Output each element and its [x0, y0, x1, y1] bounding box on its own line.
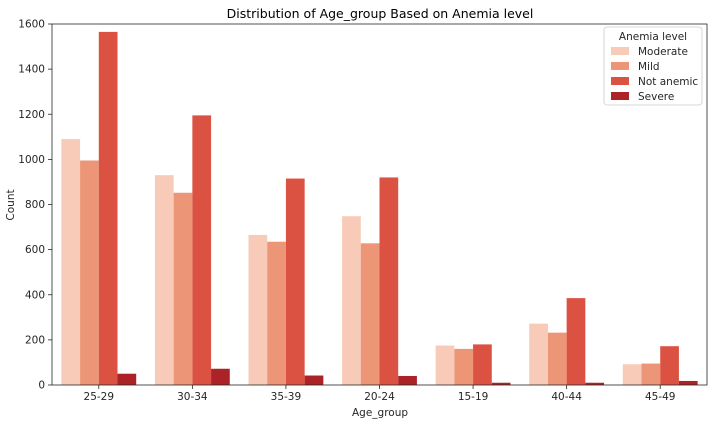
x-tick-label: 45-49 [645, 391, 676, 403]
bar [267, 241, 286, 385]
y-tick-label: 800 [25, 199, 45, 211]
x-tick-label: 25-29 [84, 391, 115, 403]
x-tick-label: 15-19 [458, 391, 489, 403]
bar [379, 177, 399, 385]
legend-swatch [611, 62, 629, 70]
legend-entry: Not anemic [638, 76, 698, 88]
bar [98, 31, 118, 386]
bar [192, 115, 212, 385]
legend-box [603, 26, 703, 106]
legend-entry: Mild [638, 61, 660, 73]
legend: Anemia level Moderate Mild Not anemic Sever… [603, 26, 703, 106]
y-tick-label: 0 [38, 380, 45, 392]
y-axis-label: Count [5, 189, 17, 220]
x-tick-label: 30-34 [177, 391, 208, 403]
x-axis-ticks: 25-29 30-34 35-39 20-24 15-19 40-44 45-49 [84, 385, 676, 403]
bar [80, 160, 99, 385]
bar [360, 243, 380, 385]
chart-title: Distribution of Age_group Based on Anemi… [227, 6, 534, 21]
bar [117, 373, 137, 385]
bar [285, 178, 305, 385]
y-tick-label: 400 [25, 289, 45, 301]
bars-group [61, 31, 698, 386]
bar [398, 375, 417, 385]
bar [547, 332, 567, 385]
y-tick-label: 1600 [18, 19, 45, 31]
bar [454, 348, 474, 385]
y-tick-label: 1400 [18, 64, 45, 76]
bar [173, 192, 193, 385]
x-axis-label: Age_group [352, 407, 408, 419]
bar [473, 344, 492, 385]
legend-entry: Severe [638, 91, 674, 103]
legend-swatch [611, 77, 629, 85]
bar [529, 323, 548, 385]
y-tick-label: 200 [25, 334, 45, 346]
y-tick-label: 1000 [18, 154, 45, 166]
legend-swatch [611, 92, 629, 100]
legend-swatch [611, 47, 629, 55]
bar [61, 139, 81, 385]
plot-frame [51, 23, 708, 386]
bar [342, 216, 361, 385]
bar [435, 345, 455, 385]
bar [678, 380, 698, 385]
bar [660, 346, 679, 385]
bar [248, 234, 268, 385]
bar [585, 382, 605, 385]
bar [641, 363, 661, 385]
bar [566, 298, 586, 385]
x-tick-label: 20-24 [364, 391, 395, 403]
legend-items: Moderate Mild Not anemic Severe [611, 46, 698, 103]
x-tick-label: 40-44 [551, 391, 582, 403]
y-axis-ticks: 0 200 400 600 800 1000 1200 1400 1600 [18, 19, 52, 392]
bar [491, 382, 511, 385]
bar [211, 368, 230, 385]
legend-entry: Moderate [638, 46, 688, 58]
bar [622, 364, 642, 385]
y-tick-label: 1200 [18, 109, 45, 121]
bar [154, 175, 174, 385]
x-tick-label: 35-39 [271, 391, 302, 403]
bar [304, 375, 324, 385]
y-tick-label: 600 [25, 244, 45, 256]
legend-title: Anemia level [619, 31, 687, 43]
